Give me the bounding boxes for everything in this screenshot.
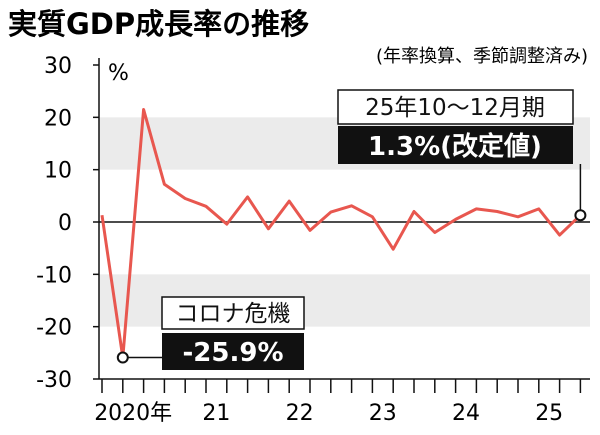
chart-subtitle: (年率換算、季節調整済み) (376, 46, 588, 67)
x-ticks: 2020年 21 22 23 24 25 (94, 379, 582, 426)
x-tick-label: 25 (535, 401, 563, 426)
series-line (100, 108, 582, 359)
y-tick-label: 20 (44, 106, 72, 131)
x-tick-label: 24 (452, 401, 480, 426)
y-tick-label: 0 (58, 211, 72, 236)
axes (98, 58, 590, 380)
point-corona (116, 351, 129, 364)
callout-latest: 25年10〜12月期 1.3%(改定値) (337, 89, 582, 211)
unit-label: % (108, 61, 129, 86)
callout-latest-label: 25年10〜12月期 (365, 95, 545, 121)
x-tick-label: 2020年 (94, 401, 172, 426)
y-tick-label: 30 (44, 54, 72, 79)
callout-corona-value-box (162, 333, 304, 370)
y-tick-label: 10 (44, 159, 72, 184)
series-gdp (100, 108, 587, 364)
y-ticks: 30 20 10 0 -10 -20 -30 (36, 54, 99, 393)
chart-title: 実質GDP成長率の推移 (8, 7, 309, 41)
callout-latest-value: 1.3%(改定値) (368, 131, 542, 162)
callout-latest-value-box (338, 126, 573, 164)
y-tick-label: -20 (36, 316, 72, 341)
y-tick-label: -30 (36, 368, 72, 393)
point-latest (574, 209, 587, 222)
callout-latest-label-box (337, 89, 574, 125)
x-tick-label: 23 (369, 401, 397, 426)
x-tick-label: 22 (286, 401, 314, 426)
callout-corona: コロナ危機 -25.9% (127, 296, 305, 370)
x-tick-label: 21 (202, 401, 230, 426)
callout-corona-label-box (161, 296, 305, 330)
callout-corona-value: -25.9% (183, 338, 284, 368)
y-tick-label: -10 (36, 263, 72, 288)
callout-corona-label: コロナ危機 (176, 301, 291, 327)
